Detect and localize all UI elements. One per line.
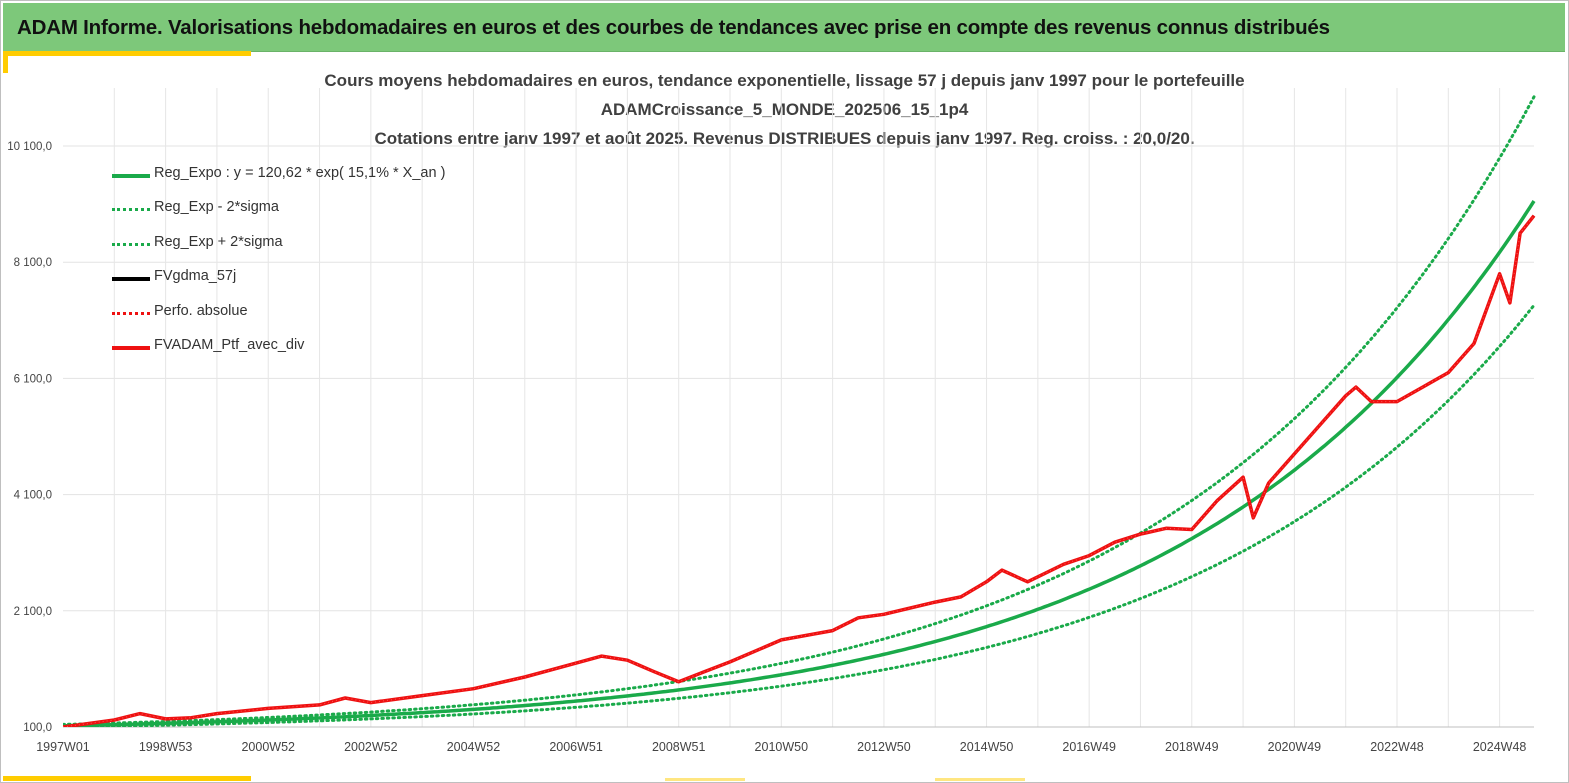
legend-label-fvgdma: FVgdma_57j bbox=[154, 268, 237, 285]
legend-label-perfo-absolue: Perfo. absolue bbox=[154, 302, 248, 319]
chart-title-line-3: Cotations entre janv 1997 et août 2025. … bbox=[374, 129, 1195, 148]
legend-swatch-portfolio bbox=[112, 345, 150, 350]
x-tick-label: 2010W50 bbox=[755, 740, 809, 754]
legend-swatch-lower-band bbox=[112, 208, 150, 212]
x-tick-label: 2012W50 bbox=[857, 740, 911, 754]
accent-bar-left bbox=[3, 51, 8, 73]
y-tick-label: 2 100,0 bbox=[14, 606, 52, 618]
legend-swatch-perfo-absolue bbox=[112, 311, 150, 315]
perfo-absolue-line bbox=[63, 215, 1535, 727]
y-tick-label: 8 100,0 bbox=[14, 257, 52, 269]
x-tick-label: 2008W51 bbox=[652, 740, 706, 754]
x-tick-label: 2004W52 bbox=[447, 740, 501, 754]
x-tick-label: 2020W49 bbox=[1268, 740, 1322, 754]
y-tick-label: 6 100,0 bbox=[14, 373, 52, 385]
x-tick-label: 2000W52 bbox=[241, 740, 295, 754]
legend-label-lower-band: Reg_Exp - 2*sigma bbox=[154, 199, 279, 216]
legend-swatch-fvgdma bbox=[112, 277, 150, 282]
x-tick-label: 2018W49 bbox=[1165, 740, 1219, 754]
legend-label-trend: Reg_Expo : y = 120,62 * exp( 15,1% * X_a… bbox=[154, 165, 446, 181]
lower-band-line bbox=[63, 303, 1536, 727]
y-tick-label: 4 100,0 bbox=[14, 490, 52, 502]
accent-bar-top bbox=[3, 51, 251, 56]
portfolio-line bbox=[63, 214, 1536, 727]
legend-swatch-trend bbox=[112, 174, 150, 178]
legend-label-portfolio: FVADAM_Ptf_avec_div bbox=[154, 336, 305, 353]
x-tick-label: 2006W51 bbox=[549, 740, 603, 754]
accent-bar-bottom-2 bbox=[665, 778, 745, 781]
y-tick-label: 10 100,0 bbox=[7, 141, 52, 153]
x-tick-label: 2016W49 bbox=[1062, 740, 1116, 754]
accent-bar-bottom-3 bbox=[935, 778, 1025, 781]
x-tick-label: 1997W01 bbox=[36, 740, 90, 754]
chart-title-line-2: ADAMCroissance_5_MONDE_202506_15_1p4 bbox=[600, 100, 969, 119]
legend-swatch-upper-band bbox=[112, 242, 150, 246]
trend-line bbox=[63, 200, 1536, 727]
x-tick-label: 1998W53 bbox=[139, 740, 193, 754]
header-banner: ADAM Informe. Valorisations hebdomadaire… bbox=[3, 3, 1565, 52]
x-tick-label: 2002W52 bbox=[344, 740, 398, 754]
fvgdma-line bbox=[63, 215, 1535, 727]
x-tick-label: 2024W48 bbox=[1473, 740, 1527, 754]
chart-title-line-1: Cours moyens hebdomadaires en euros, ten… bbox=[324, 71, 1245, 90]
y-tick-label: 100,0 bbox=[23, 722, 52, 734]
banner-title: ADAM Informe. Valorisations hebdomadaire… bbox=[17, 16, 1330, 39]
x-tick-label: 2022W48 bbox=[1370, 740, 1424, 754]
legend-label-upper-band: Reg_Exp + 2*sigma bbox=[154, 233, 283, 250]
x-tick-label: 2014W50 bbox=[960, 740, 1014, 754]
accent-bar-bottom bbox=[3, 776, 251, 781]
upper-band-line bbox=[63, 95, 1536, 726]
